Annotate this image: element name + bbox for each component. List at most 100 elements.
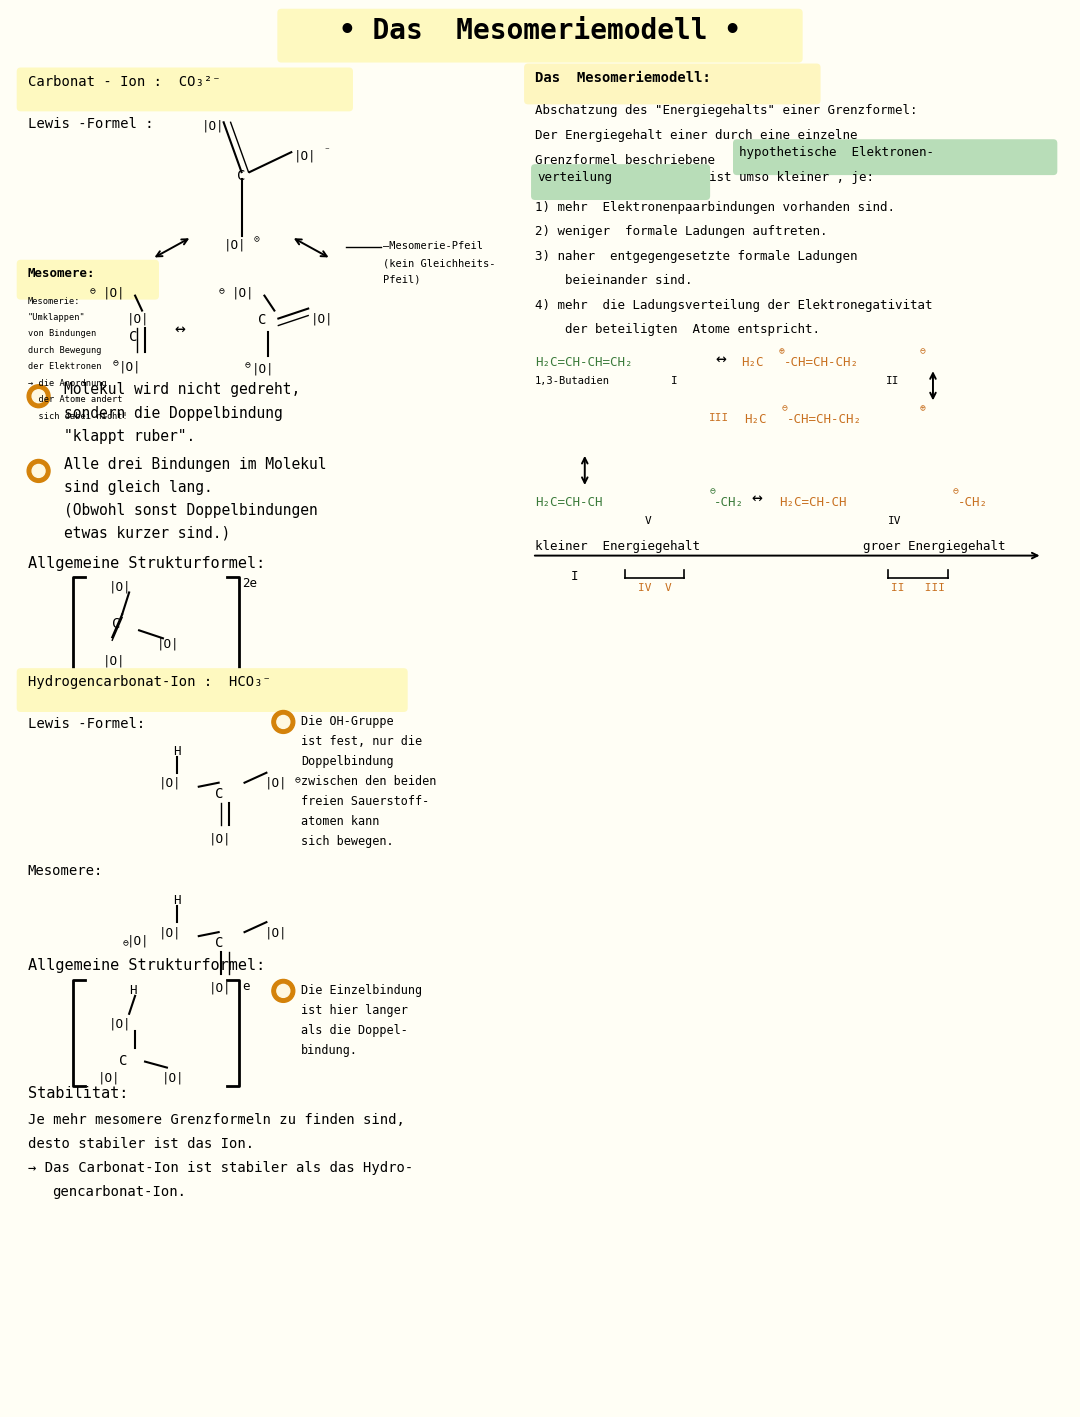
Text: ⊕: ⊕ — [920, 404, 926, 414]
Text: Carbonat - Ion :  CO₃²⁻: Carbonat - Ion : CO₃²⁻ — [28, 75, 220, 89]
Text: sondern die Doppelbindung: sondern die Doppelbindung — [65, 407, 283, 421]
Text: ist umso kleiner , je:: ist umso kleiner , je: — [710, 171, 874, 184]
Text: Lewis -Formel:: Lewis -Formel: — [28, 717, 145, 731]
Text: Je mehr mesomere Grenzformeln zu finden sind,: Je mehr mesomere Grenzformeln zu finden … — [28, 1114, 405, 1128]
Text: bindung.: bindung. — [301, 1044, 359, 1057]
Text: Doppelbindung: Doppelbindung — [301, 755, 394, 768]
FancyBboxPatch shape — [733, 139, 1057, 176]
Text: ⊖: ⊖ — [920, 346, 926, 357]
Circle shape — [272, 979, 295, 1002]
Text: der Elektronen: der Elektronen — [28, 363, 102, 371]
Text: |O|: |O| — [294, 149, 315, 162]
Text: -CH=CH-CH₂: -CH=CH-CH₂ — [784, 357, 859, 370]
Text: Mesomere:: Mesomere: — [28, 864, 103, 879]
Text: 2e: 2e — [243, 577, 257, 589]
Text: 2) weniger  formale Ladungen auftreten.: 2) weniger formale Ladungen auftreten. — [535, 225, 827, 238]
Text: Mesomere:: Mesomere: — [28, 266, 95, 279]
Text: "klappt ruber".: "klappt ruber". — [65, 429, 195, 444]
Text: V: V — [645, 516, 651, 526]
Text: |O|: |O| — [202, 119, 225, 132]
Text: -CH₂: -CH₂ — [958, 496, 988, 509]
Text: |O|: |O| — [103, 286, 125, 299]
Text: H: H — [173, 894, 180, 907]
Text: → Das Carbonat-Ion ist stabiler als das Hydro-: → Das Carbonat-Ion ist stabiler als das … — [28, 1161, 413, 1175]
Text: atomen kann: atomen kann — [301, 815, 379, 828]
Text: Die Einzelbindung: Die Einzelbindung — [301, 983, 422, 998]
Text: Der Energiegehalt einer durch eine einzelne: Der Energiegehalt einer durch eine einze… — [535, 129, 858, 142]
Circle shape — [27, 459, 50, 482]
Text: ⊙: ⊙ — [254, 234, 259, 244]
Text: H₂C=CH-CH=CH₂: H₂C=CH-CH=CH₂ — [535, 357, 633, 370]
Text: Hydrogencarbonat-Ion :  HCO₃⁻: Hydrogencarbonat-Ion : HCO₃⁻ — [28, 674, 270, 689]
Text: als die Doppel-: als die Doppel- — [301, 1023, 408, 1037]
Text: ⊖: ⊖ — [122, 938, 129, 948]
Text: I: I — [571, 570, 579, 582]
Text: III: III — [710, 414, 729, 424]
Text: der Atome andert: der Atome andert — [28, 395, 122, 404]
Text: H: H — [130, 983, 137, 998]
FancyBboxPatch shape — [524, 64, 821, 105]
Text: kleiner  Energiegehalt: kleiner Energiegehalt — [535, 540, 700, 553]
Circle shape — [272, 710, 295, 734]
Text: → die Anordnung: → die Anordnung — [28, 378, 107, 388]
Text: H₂C: H₂C — [744, 414, 767, 427]
Text: Abschatzung des "Energiegehalts" einer Grenzformel:: Abschatzung des "Energiegehalts" einer G… — [535, 105, 918, 118]
Text: ⊖: ⊖ — [112, 359, 118, 368]
Text: H₂C=CH-CH: H₂C=CH-CH — [535, 496, 603, 509]
Circle shape — [27, 385, 50, 408]
Text: |O|: |O| — [208, 833, 231, 846]
Text: • Das  Mesomeriemodell •: • Das Mesomeriemodell • — [339, 17, 741, 45]
Text: zwischen den beiden: zwischen den beiden — [301, 775, 436, 788]
Text: hypothetische  Elektronen-: hypothetische Elektronen- — [739, 146, 934, 159]
Text: ↔: ↔ — [752, 489, 762, 507]
Text: II: II — [887, 377, 900, 387]
Text: ↔: ↔ — [716, 350, 727, 367]
Text: freien Sauerstoff-: freien Sauerstoff- — [301, 795, 430, 808]
Text: ⊖: ⊖ — [90, 286, 95, 296]
Text: Die OH-Gruppe: Die OH-Gruppe — [301, 716, 394, 728]
FancyBboxPatch shape — [278, 9, 802, 62]
Text: von Bindungen: von Bindungen — [28, 330, 96, 339]
Text: Grenzformel beschriebene: Grenzformel beschriebene — [535, 154, 715, 167]
Text: e: e — [243, 981, 251, 993]
Text: |O|: |O| — [109, 581, 132, 594]
Text: 3) naher  entgegengesetzte formale Ladungen: 3) naher entgegengesetzte formale Ladung… — [535, 249, 858, 262]
Text: -CH=CH-CH₂: -CH=CH-CH₂ — [786, 414, 862, 427]
Text: C: C — [112, 618, 121, 632]
Text: Allgemeine Strukturformel:: Allgemeine Strukturformel: — [28, 555, 265, 571]
Text: ist fest, nur die: ist fest, nur die — [301, 735, 422, 748]
Text: Stabilitat:: Stabilitat: — [28, 1085, 129, 1101]
Text: |O|: |O| — [119, 360, 141, 373]
FancyBboxPatch shape — [531, 164, 711, 200]
Text: groer Energiegehalt: groer Energiegehalt — [863, 540, 1005, 553]
Text: |O|: |O| — [265, 777, 287, 789]
Text: |O|: |O| — [224, 239, 246, 252]
Text: |O|: |O| — [162, 1071, 185, 1084]
FancyBboxPatch shape — [16, 669, 407, 711]
Text: H₂C: H₂C — [741, 357, 764, 370]
Text: ⊕: ⊕ — [779, 346, 785, 357]
Text: 1) mehr  Elektronenpaarbindungen vorhanden sind.: 1) mehr Elektronenpaarbindungen vorhande… — [535, 201, 895, 214]
Text: (Obwohl sonst Doppelbindungen: (Obwohl sonst Doppelbindungen — [65, 503, 319, 517]
Text: Lewis -Formel :: Lewis -Formel : — [28, 118, 153, 132]
Text: der beteiligten  Atome entspricht.: der beteiligten Atome entspricht. — [535, 323, 820, 336]
Circle shape — [32, 390, 45, 402]
Text: 1,3-Butadien: 1,3-Butadien — [535, 377, 610, 387]
Text: |O|: |O| — [103, 655, 125, 667]
Text: sich bewegen.: sich bewegen. — [301, 835, 394, 847]
Text: Pfeil): Pfeil) — [382, 275, 420, 285]
Text: ⊖: ⊖ — [710, 486, 715, 496]
Text: C: C — [215, 937, 224, 951]
Text: ist hier langer: ist hier langer — [301, 1003, 408, 1017]
Text: II   III: II III — [891, 584, 945, 594]
Circle shape — [276, 985, 289, 998]
Text: verteilung: verteilung — [537, 171, 612, 184]
Text: |O|: |O| — [252, 363, 274, 376]
Text: ⊖: ⊖ — [294, 775, 300, 785]
Text: beieinander sind.: beieinander sind. — [535, 275, 692, 288]
Text: Alle drei Bindungen im Molekul: Alle drei Bindungen im Molekul — [65, 458, 327, 472]
FancyBboxPatch shape — [16, 68, 353, 112]
Circle shape — [276, 716, 289, 728]
Text: ⁻: ⁻ — [323, 146, 329, 156]
Text: C: C — [215, 786, 224, 801]
